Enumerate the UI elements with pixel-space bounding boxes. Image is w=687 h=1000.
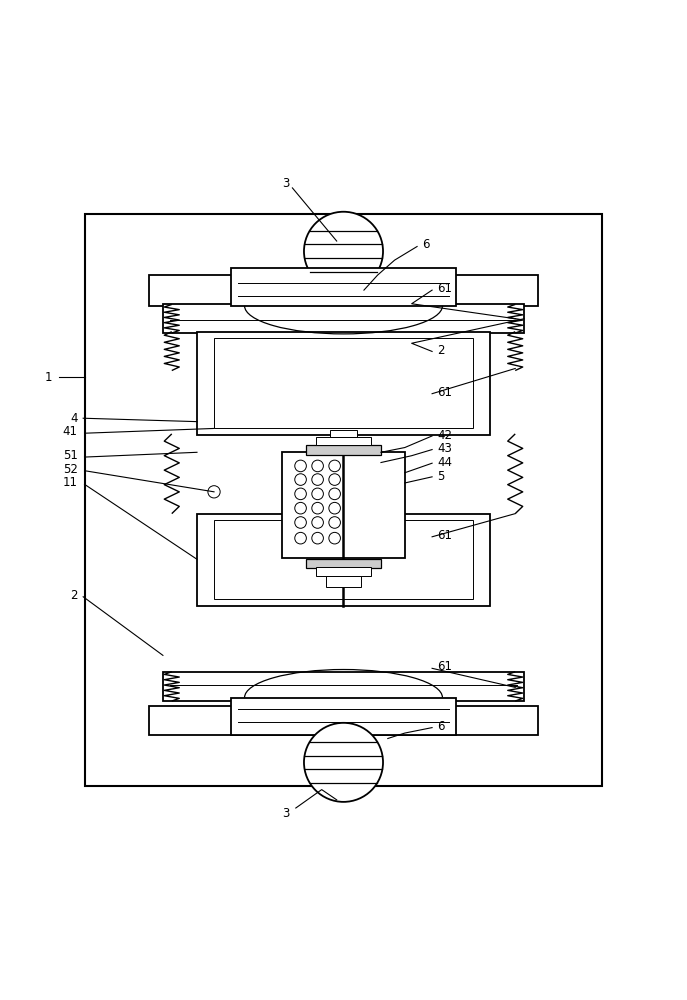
Text: 1: 1 [45,371,52,384]
Circle shape [312,532,324,544]
Bar [163,304,524,333]
Text: 6: 6 [422,238,429,251]
Text: 3: 3 [282,807,289,820]
Circle shape [295,460,306,472]
Circle shape [312,517,324,528]
Text: 41: 41 [63,425,78,438]
Circle shape [312,488,324,500]
Text: 2: 2 [70,589,78,602]
Circle shape [312,502,324,514]
Circle shape [304,723,383,802]
Bar [231,268,456,306]
Bar [316,567,371,576]
Text: 61: 61 [438,529,453,542]
Bar [282,452,405,558]
Bar [149,275,538,306]
Text: 4: 4 [70,412,78,425]
Circle shape [329,532,341,544]
Text: 3: 3 [282,177,289,190]
Circle shape [208,486,220,498]
Bar [306,559,381,568]
Text: 11: 11 [63,476,78,489]
Circle shape [329,460,341,472]
Text: 43: 43 [438,442,453,455]
Bar [330,430,357,437]
Text: 61: 61 [438,660,453,673]
Circle shape [329,517,341,528]
Bar [149,706,538,735]
Circle shape [304,212,383,291]
Bar [316,437,371,445]
Text: 51: 51 [63,449,78,462]
Bar [163,672,524,701]
Bar [214,338,473,428]
Bar [197,332,490,435]
Text: 2: 2 [438,344,445,357]
Text: 42: 42 [438,429,453,442]
Bar [214,520,473,599]
Circle shape [329,502,341,514]
Circle shape [295,517,306,528]
Text: 52: 52 [63,463,78,476]
Circle shape [329,488,341,500]
Circle shape [329,474,341,485]
Bar [326,576,361,587]
Text: 61: 61 [438,282,453,295]
Circle shape [312,474,324,485]
Text: 44: 44 [438,456,453,469]
Circle shape [295,502,306,514]
Circle shape [312,460,324,472]
Bar [306,445,381,455]
Bar [231,698,456,735]
Circle shape [295,488,306,500]
Bar [85,214,602,786]
Circle shape [295,474,306,485]
Text: 6: 6 [438,720,445,733]
Text: 5: 5 [438,470,445,483]
Text: 61: 61 [438,386,453,399]
Bar [197,514,490,606]
Circle shape [295,532,306,544]
